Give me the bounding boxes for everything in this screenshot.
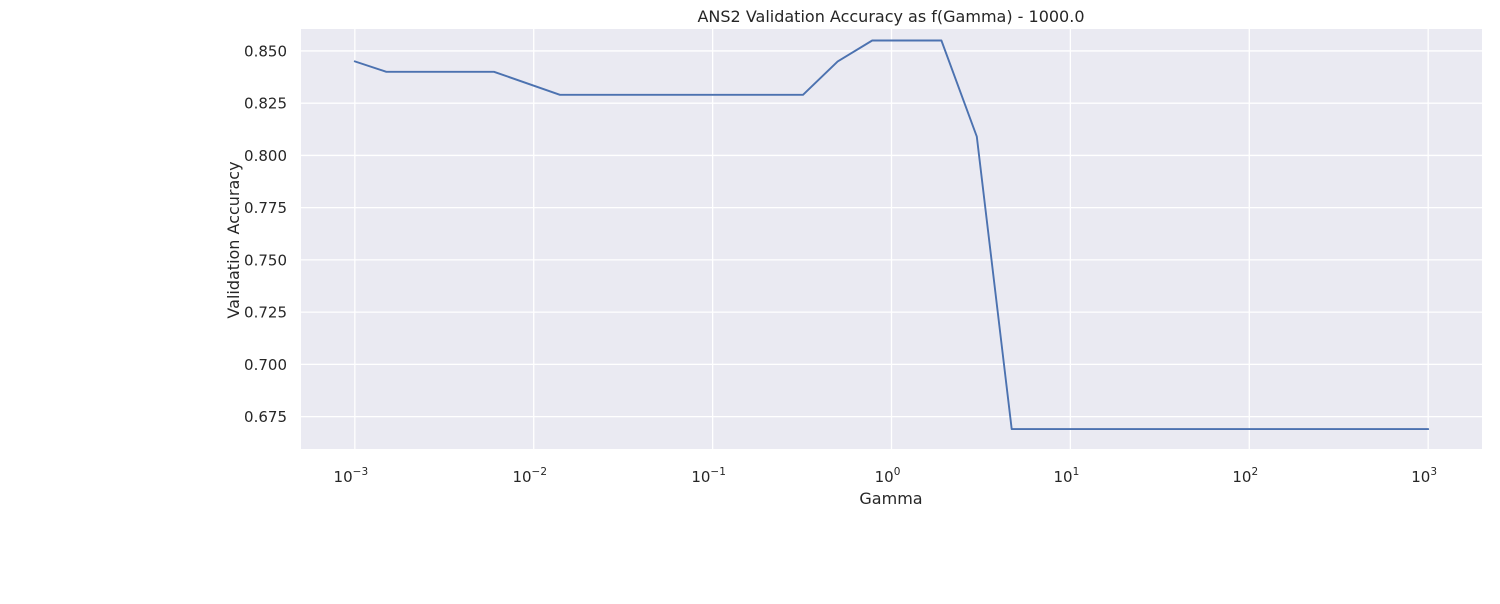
x-tick-base: 10 [1411,468,1430,486]
x-tick-base: 10 [1232,468,1251,486]
x-tick-exponent: 3 [1430,466,1437,478]
x-axis-label: Gamma [859,489,922,508]
x-tick-base: 10 [334,468,353,486]
x-tick-exponent: 0 [894,466,901,478]
y-axis-label: Validation Accuracy [224,161,243,318]
x-tick-base: 10 [1053,468,1072,486]
y-tick-label: 0.775 [244,199,287,217]
x-tick-base: 10 [875,468,894,486]
y-tick-label: 0.700 [244,356,287,374]
x-tick-label: 103 [1411,466,1437,486]
x-tick-exponent: 2 [1251,466,1258,478]
chart-title: ANS2 Validation Accuracy as f(Gamma) - 1… [697,7,1084,26]
y-tick-label: 0.800 [244,147,287,165]
x-tick-exponent: 1 [1073,466,1080,478]
y-tick-label: 0.825 [244,95,287,113]
x-tick-exponent: −2 [532,466,547,478]
x-tick-exponent: −3 [353,466,368,478]
y-tick-label: 0.850 [244,42,287,60]
x-tick-base: 10 [512,468,531,486]
x-tick-exponent: −1 [710,466,725,478]
x-tick-label: 10−1 [691,466,726,486]
y-tick-label: 0.725 [244,304,287,322]
x-tick-label: 10−2 [512,466,547,486]
y-axis-ticks: 0.675 0.700 0.725 0.750 0.775 0.800 0.825 0.850 [244,42,287,426]
x-tick-label: 101 [1053,466,1079,486]
x-tick-label: 102 [1232,466,1258,486]
x-tick-label: 100 [875,466,901,486]
x-tick-label: 10−3 [334,466,369,486]
y-tick-label: 0.675 [244,408,287,426]
y-tick-label: 0.750 [244,251,287,269]
x-tick-base: 10 [691,468,710,486]
